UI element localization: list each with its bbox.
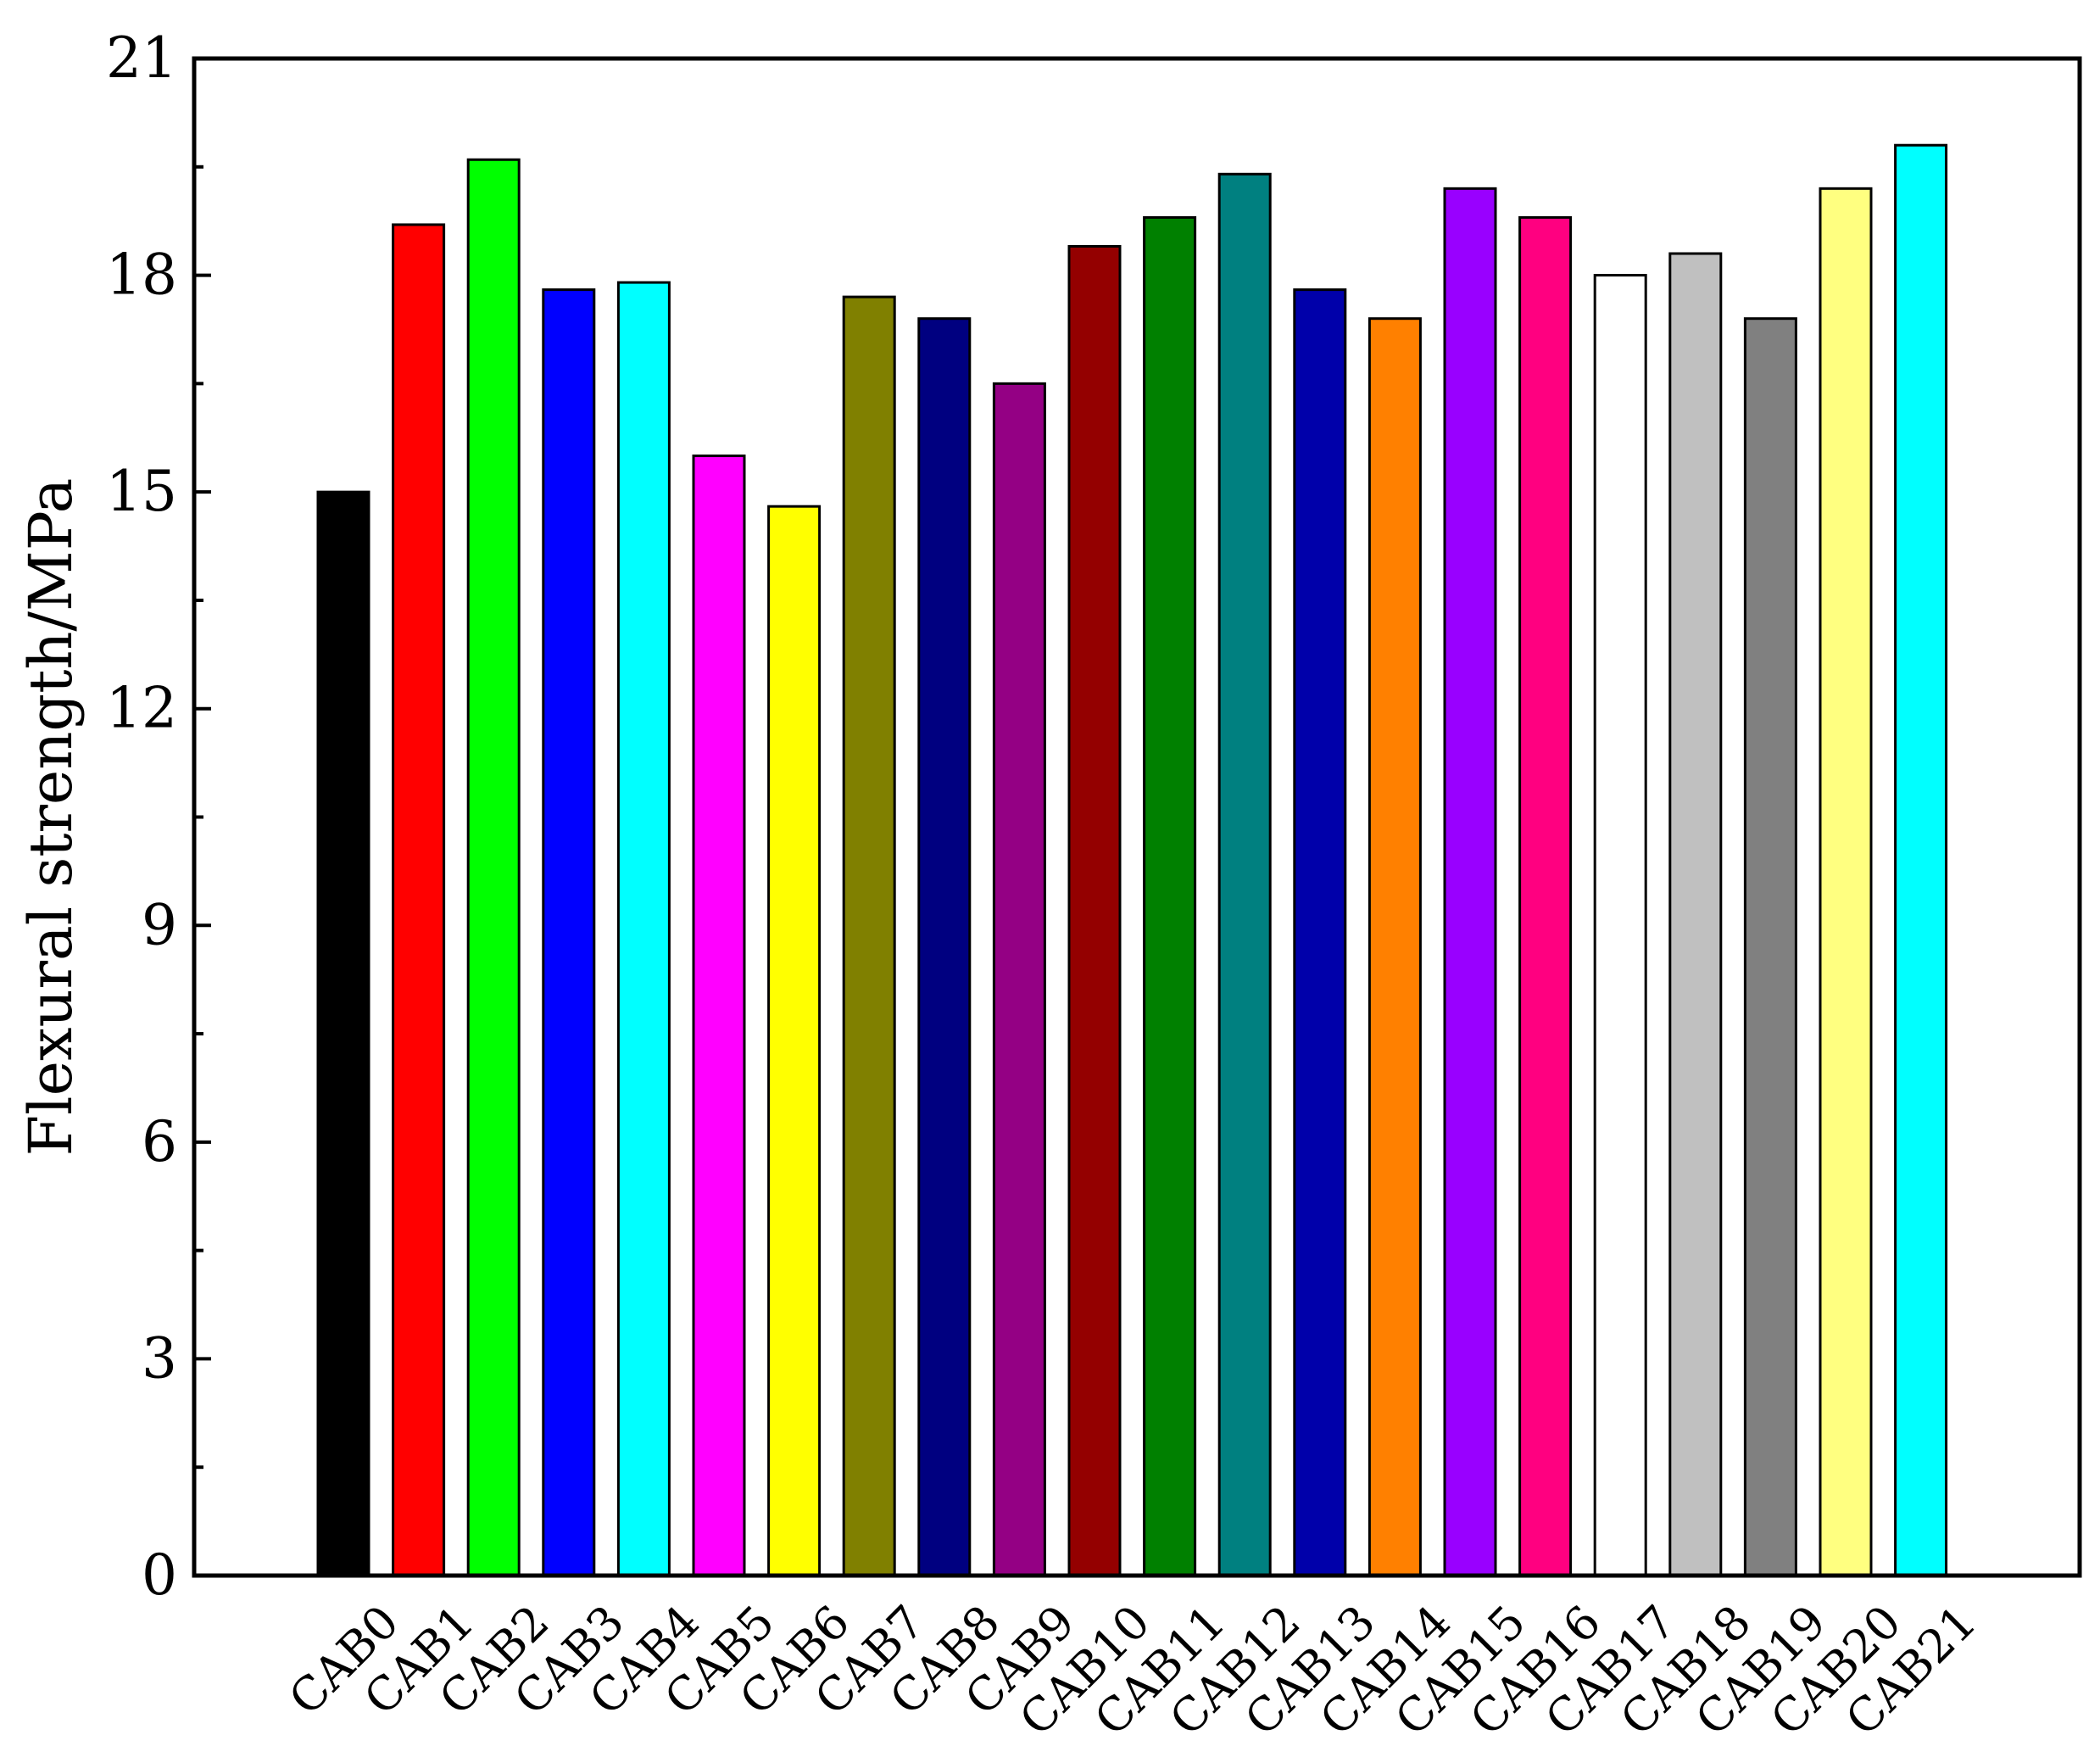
bar-CAB21 <box>1894 143 1948 1577</box>
y-tick-label: 0 <box>142 1542 177 1608</box>
bar-CAB0 <box>316 490 370 1577</box>
y-tick-label: 21 <box>106 25 177 91</box>
bar-CAB8 <box>917 317 972 1577</box>
bar-CAB6 <box>767 505 822 1577</box>
bar-CAB9 <box>992 382 1046 1577</box>
y-tick-label: 6 <box>142 1109 177 1174</box>
y-tick-label: 18 <box>106 243 177 308</box>
bar-CAB16 <box>1518 215 1573 1577</box>
bar-CAB18 <box>1668 252 1723 1577</box>
bar-CAB5 <box>692 455 746 1577</box>
bar-CAB20 <box>1819 187 1873 1577</box>
bars-group <box>316 143 1948 1577</box>
bar-CAB7 <box>842 295 896 1577</box>
y-tick-label: 9 <box>142 892 177 957</box>
bar-CAB13 <box>1293 288 1347 1577</box>
bar-CAB15 <box>1443 187 1497 1577</box>
bar-CAB4 <box>616 281 671 1577</box>
y-tick-label: 15 <box>106 459 177 524</box>
bar-CAB2 <box>466 158 521 1577</box>
bar-CAB14 <box>1368 317 1422 1577</box>
y-axis-title: Flexural strength/MPa <box>16 478 86 1157</box>
bar-CAB3 <box>542 288 596 1577</box>
bar-CAB11 <box>1143 215 1197 1577</box>
x-axis: CAB0CAB1CAB2CAB3CAB4CAB5CAB6CAB7CAB8CAB9… <box>279 1595 1986 1746</box>
bar-CAB1 <box>392 223 446 1577</box>
y-tick-label: 12 <box>106 676 177 741</box>
y-axis: 0 3 6 9 12 15 18 21 <box>106 25 211 1608</box>
bar-CAB10 <box>1067 244 1122 1577</box>
y-tick-label: 3 <box>142 1325 177 1391</box>
bar-CAB19 <box>1743 317 1797 1577</box>
bar-CAB12 <box>1217 172 1272 1577</box>
bar-CAB17 <box>1593 274 1647 1577</box>
